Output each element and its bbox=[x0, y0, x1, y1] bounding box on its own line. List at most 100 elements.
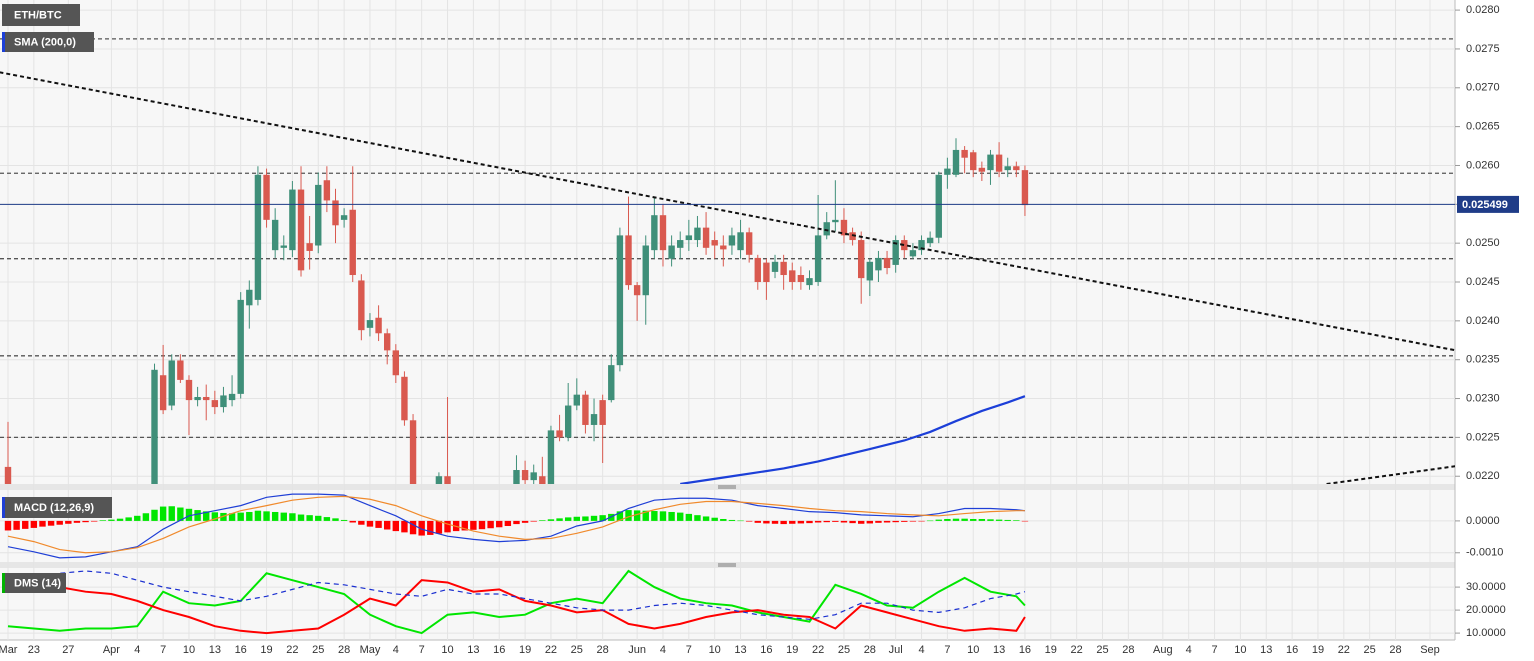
candle-body bbox=[177, 360, 184, 380]
candle-body bbox=[659, 215, 667, 251]
candle-body bbox=[211, 400, 219, 408]
candle-body bbox=[203, 396, 210, 401]
histogram-bar bbox=[944, 518, 951, 521]
main-panel bbox=[0, 0, 1455, 484]
histogram-bar bbox=[987, 519, 994, 521]
histogram-bar bbox=[392, 520, 400, 532]
candle-body bbox=[961, 149, 968, 158]
histogram-bar bbox=[754, 520, 761, 523]
candle-body bbox=[530, 472, 537, 481]
y-tick-label: 20.0000 bbox=[1466, 604, 1506, 616]
histogram-bar bbox=[22, 520, 29, 529]
candle-body bbox=[185, 379, 193, 401]
x-tick-label: 19 bbox=[1312, 644, 1324, 656]
histogram-bar bbox=[228, 513, 236, 521]
histogram-bar bbox=[970, 518, 977, 521]
histogram-bar bbox=[56, 520, 63, 525]
x-tick-label: 7 bbox=[1211, 644, 1217, 656]
legend-sma[interactable]: SMA (200,0) bbox=[2, 32, 94, 52]
x-tick-label: 4 bbox=[918, 644, 924, 656]
candle-body bbox=[832, 219, 839, 223]
histogram-bar bbox=[470, 520, 477, 530]
histogram-bar bbox=[73, 520, 81, 523]
candle-body bbox=[685, 235, 693, 241]
histogram-bar bbox=[539, 520, 546, 521]
candle-body bbox=[340, 215, 348, 220]
legend-dms[interactable]: DMS (14) bbox=[2, 573, 66, 593]
histogram-bar bbox=[366, 520, 374, 527]
candle-body bbox=[616, 235, 624, 366]
label-box bbox=[2, 4, 80, 26]
candle-body bbox=[194, 396, 201, 401]
x-tick-label: 25 bbox=[312, 644, 324, 656]
y-tick-label: 0.0230 bbox=[1466, 392, 1500, 404]
candle-body bbox=[823, 222, 830, 236]
candle-body bbox=[323, 180, 331, 201]
histogram-bar bbox=[134, 515, 141, 521]
x-tick-label: 22 bbox=[286, 644, 298, 656]
x-tick-label: 10 bbox=[967, 644, 979, 656]
x-tick-label: 4 bbox=[660, 644, 666, 656]
histogram-bar bbox=[90, 520, 98, 522]
histogram-bar bbox=[108, 519, 115, 521]
x-tick-label: 19 bbox=[786, 644, 798, 656]
x-tick-label: 16 bbox=[1019, 644, 1031, 656]
x-tick-label: 7 bbox=[686, 644, 692, 656]
histogram-bar bbox=[633, 510, 641, 521]
x-tick-label: Jun bbox=[628, 644, 646, 656]
x-tick-label: 25 bbox=[1364, 644, 1376, 656]
histogram-bar bbox=[513, 520, 520, 525]
histogram-bar bbox=[659, 511, 667, 521]
candle-body bbox=[384, 333, 391, 351]
histogram-bar bbox=[702, 516, 710, 521]
y-tick-label: 0.0240 bbox=[1466, 315, 1500, 327]
legend-macd[interactable]: MACD (12,26,9) bbox=[2, 497, 112, 518]
histogram-bar bbox=[599, 515, 606, 521]
candle-body bbox=[547, 430, 555, 484]
x-tick-label: May bbox=[360, 644, 381, 656]
histogram-bar bbox=[39, 520, 46, 527]
histogram-bar bbox=[496, 520, 503, 528]
panel-separator[interactable] bbox=[0, 562, 1455, 568]
histogram-bar bbox=[427, 520, 434, 535]
x-tick-label: 25 bbox=[838, 644, 850, 656]
dms-line bbox=[7, 569, 1026, 635]
candle-body bbox=[858, 240, 865, 279]
candle-body bbox=[952, 149, 960, 175]
x-tick-label: Sep bbox=[1420, 644, 1440, 656]
candle-body bbox=[892, 240, 899, 265]
x-tick-label: 28 bbox=[1122, 644, 1134, 656]
histogram-bar bbox=[711, 517, 718, 521]
y-tick-label: 0.0270 bbox=[1466, 82, 1500, 94]
histogram-bar bbox=[521, 520, 529, 523]
candle-body bbox=[444, 476, 451, 484]
histogram-bar bbox=[961, 518, 968, 521]
x-tick-label: Jul bbox=[889, 644, 903, 656]
y-tick-label: 0.0280 bbox=[1466, 4, 1500, 16]
candle-body bbox=[151, 369, 158, 484]
y-tick-label: 0.0245 bbox=[1466, 276, 1500, 288]
legend-eth[interactable]: ETH/BTC bbox=[2, 4, 80, 26]
y-tick-label: 0.0265 bbox=[1466, 121, 1500, 133]
histogram-bar bbox=[435, 520, 443, 534]
histogram-bar bbox=[142, 513, 150, 521]
histogram-bar bbox=[573, 516, 580, 521]
x-tick-label: 13 bbox=[467, 644, 479, 656]
histogram-bar bbox=[901, 520, 908, 522]
histogram-bar bbox=[935, 519, 942, 521]
panel-separator[interactable] bbox=[0, 484, 1455, 490]
x-tick-label: 7 bbox=[419, 644, 425, 656]
candle-body bbox=[720, 245, 727, 250]
candle-body bbox=[349, 209, 356, 276]
candle-body bbox=[315, 184, 322, 246]
x-tick-label: 10 bbox=[1234, 644, 1246, 656]
histogram-bar bbox=[806, 520, 813, 524]
candle-body bbox=[573, 394, 580, 406]
x-tick-label: 23 bbox=[28, 644, 40, 656]
histogram-bar bbox=[375, 520, 382, 528]
x-tick-label: 4 bbox=[134, 644, 140, 656]
x-tick-label: 4 bbox=[1186, 644, 1192, 656]
x-tick-label: 16 bbox=[235, 644, 247, 656]
x-tick-label: 16 bbox=[493, 644, 505, 656]
x-tick-label: 28 bbox=[1389, 644, 1401, 656]
